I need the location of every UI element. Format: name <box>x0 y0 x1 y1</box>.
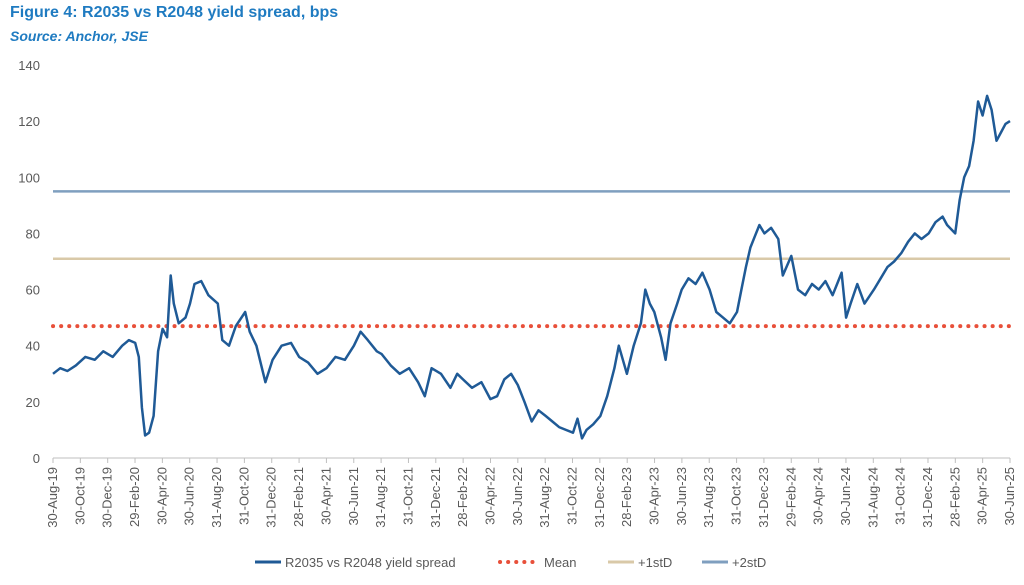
x-tick-label: 28-Feb-22 <box>455 467 470 527</box>
x-tick-label: 30-Apr-22 <box>482 467 497 525</box>
x-tick-label: 30-Apr-21 <box>318 467 333 525</box>
x-tick-label: 30-Jun-21 <box>346 467 361 526</box>
x-tick-label: 29-Feb-24 <box>783 467 798 527</box>
x-tick-label: 30-Dec-19 <box>100 467 115 528</box>
x-tick-label: 28-Feb-21 <box>291 467 306 527</box>
x-tick-label: 31-Dec-24 <box>920 467 935 528</box>
y-tick-label: 140 <box>18 58 40 73</box>
x-tick-label: 31-Oct-24 <box>893 467 908 525</box>
x-tick-label: 31-Dec-23 <box>756 467 771 528</box>
legend-label: +1stD <box>638 555 672 570</box>
x-tick-label: 30-Apr-20 <box>154 467 169 525</box>
x-tick-label: 30-Jun-25 <box>1002 467 1017 526</box>
x-tick-label: 31-Dec-20 <box>264 467 279 528</box>
x-tick-label: 30-Jun-24 <box>838 467 853 526</box>
legend-label: Mean <box>544 555 577 570</box>
y-tick-label: 0 <box>33 451 40 466</box>
x-tick-label: 31-Oct-20 <box>236 467 251 525</box>
y-tick-label: 80 <box>26 226 40 241</box>
x-tick-label: 29-Feb-20 <box>127 467 142 527</box>
chart-subtitle: Source: Anchor, JSE <box>10 28 148 44</box>
x-tick-label: 31-Aug-20 <box>209 467 224 528</box>
legend-label: R2035 vs R2048 yield spread <box>285 555 456 570</box>
y-tick-label: 40 <box>26 339 40 354</box>
x-tick-label: 30-Jun-20 <box>182 467 197 526</box>
legend-label: +2stD <box>732 555 766 570</box>
y-tick-label: 20 <box>26 395 40 410</box>
x-tick-label: 31-Dec-21 <box>428 467 443 528</box>
x-tick-label: 28-Feb-23 <box>619 467 634 527</box>
y-tick-label: 100 <box>18 170 40 185</box>
x-tick-label: 30-Oct-19 <box>72 467 87 525</box>
x-tick-label: 30-Jun-23 <box>674 467 689 526</box>
x-tick-label: 30-Aug-19 <box>45 467 60 528</box>
x-tick-label: 31-Oct-23 <box>729 467 744 525</box>
x-tick-label: 31-Aug-23 <box>701 467 716 528</box>
x-tick-label: 31-Oct-22 <box>565 467 580 525</box>
spread-series-line <box>52 94 1011 440</box>
y-tick-label: 60 <box>26 283 40 298</box>
x-tick-label: 30-Apr-24 <box>811 467 826 525</box>
x-tick-label: 31-Aug-22 <box>537 467 552 528</box>
x-tick-label: 31-Aug-24 <box>865 467 880 528</box>
chart-title: Figure 4: R2035 vs R2048 yield spread, b… <box>10 4 339 21</box>
x-tick-label: 30-Jun-22 <box>510 467 525 526</box>
x-tick-label: 30-Apr-25 <box>975 467 990 525</box>
x-tick-label: 31-Aug-21 <box>373 467 388 528</box>
x-tick-label: 28-Feb-25 <box>947 467 962 527</box>
y-tick-label: 120 <box>18 114 40 129</box>
x-tick-label: 31-Oct-21 <box>400 467 415 525</box>
x-tick-label: 31-Dec-22 <box>592 467 607 528</box>
x-tick-label: 30-Apr-23 <box>647 467 662 525</box>
